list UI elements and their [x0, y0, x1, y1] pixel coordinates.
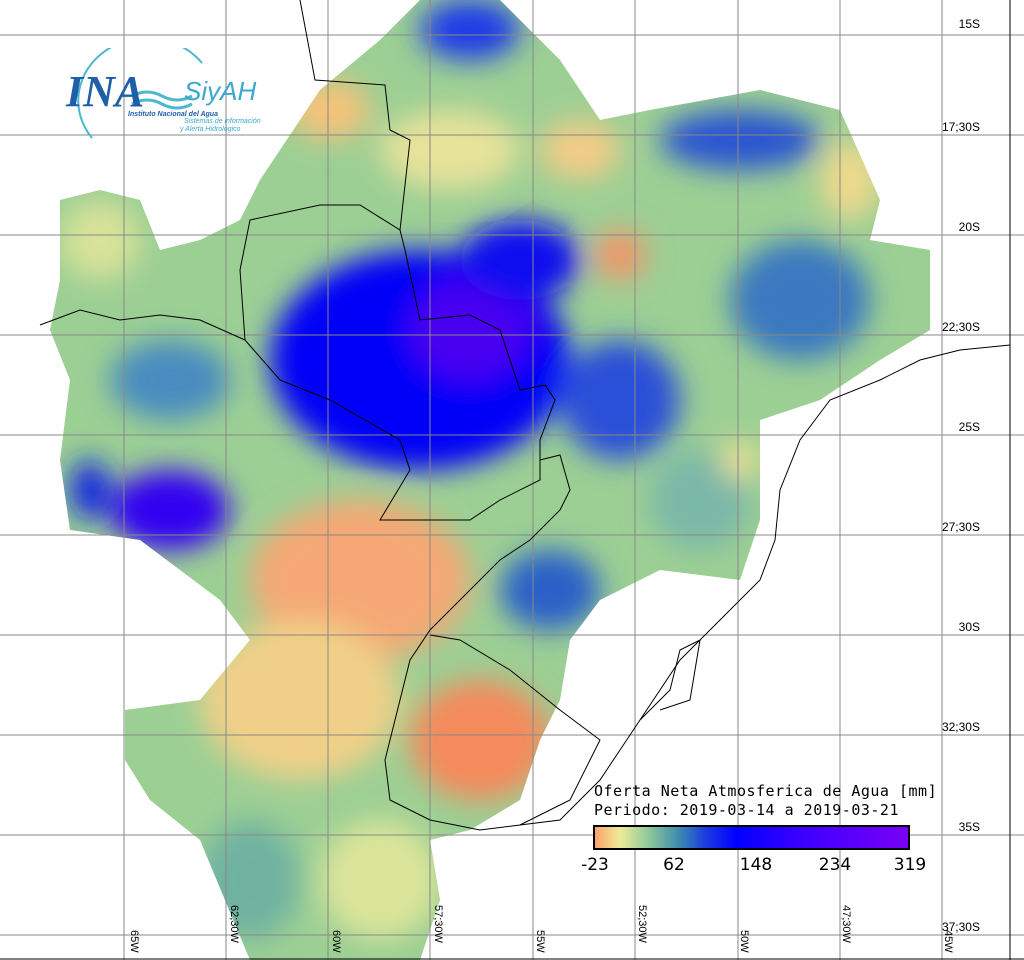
lat-label: 32;30S	[941, 720, 980, 734]
logo-institute-text: Instituto Nacional del Agua	[128, 111, 218, 118]
colorbar	[593, 825, 910, 850]
ina-siyah-logo: INA SiyAH Instituto Nacional del Agua Si…	[62, 48, 272, 148]
lon-label: 55W	[534, 930, 546, 953]
lat-label: 17;30S	[941, 120, 980, 134]
logo-siyah-text: SiyAH	[184, 76, 257, 106]
colorbar-tick: 148	[739, 855, 773, 875]
lat-label: 22;30S	[941, 320, 980, 334]
lon-label: 47;30W	[840, 905, 852, 943]
logo-swoosh-icon	[77, 48, 203, 139]
lon-label: 60W	[330, 930, 342, 953]
legend-period: Periodo: 2019-03-14 a 2019-03-21	[594, 801, 899, 819]
lon-label: 45W	[942, 930, 954, 953]
lat-label: 37;30S	[941, 920, 980, 934]
lat-label: 30S	[958, 620, 980, 634]
lat-label: 20S	[958, 220, 980, 234]
lat-label: 15S	[958, 17, 980, 31]
colorbar-tick: 319	[893, 855, 927, 875]
lat-label: 25S	[958, 420, 980, 434]
lat-label: 27;30S	[941, 520, 980, 534]
lon-label: 57;30W	[432, 905, 444, 943]
logo-system-line1: Sistemas de información	[184, 118, 261, 125]
lat-label: 35S	[958, 820, 980, 834]
lon-label: 50W	[738, 930, 750, 953]
logo-ina-text: INA	[66, 67, 145, 116]
lon-label: 62;30W	[228, 905, 240, 943]
country-borders	[39, 0, 1011, 831]
colorbar-tick: 234	[818, 855, 852, 875]
colorbar-tick: 62	[663, 855, 685, 875]
logo-system-line2: y Alerta Hidrológico	[180, 126, 241, 133]
colorbar-tick: -23	[581, 855, 609, 875]
legend-title: Oferta Neta Atmosferica de Agua [mm]	[594, 782, 938, 800]
lon-label: 65W	[128, 930, 140, 953]
lon-label: 52;30W	[636, 905, 648, 943]
